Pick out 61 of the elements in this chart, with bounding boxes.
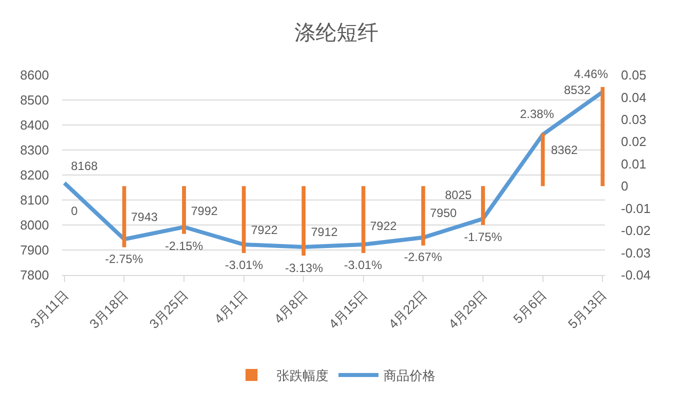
y-tick-label: 8600 <box>20 68 49 83</box>
y-tick-label: 7900 <box>20 242 49 258</box>
y2-tick-label: 0.03 <box>621 112 646 127</box>
x-tick-label: 4月8日 <box>271 287 310 326</box>
x-tick-label: 3月18日 <box>86 287 131 332</box>
bar <box>182 186 186 234</box>
x-tick-label: 3月25日 <box>146 287 191 332</box>
x-tick-label: 5月6日 <box>510 287 550 326</box>
y2-tick-label: -0.03 <box>621 245 651 260</box>
data-label: 8025 <box>445 188 472 202</box>
bar <box>540 133 545 186</box>
data-label: 0 <box>71 204 78 218</box>
bar <box>242 186 246 253</box>
data-label: 8532 <box>564 83 592 97</box>
y2-tick-label: -0.02 <box>621 223 651 238</box>
x-tick-label: 4月15日 <box>326 287 370 332</box>
chart-title: 涤纶短纤 <box>294 21 378 44</box>
data-label: -1.75% <box>464 230 502 244</box>
bar <box>481 186 485 225</box>
data-label: -2.15% <box>165 239 204 253</box>
bar <box>600 87 605 186</box>
data-label: -3.13% <box>285 261 324 275</box>
data-label: -3.01% <box>225 258 264 272</box>
y-tick-label: 7800 <box>20 268 49 283</box>
data-label: 7912 <box>311 225 338 239</box>
data-label: -3.01% <box>344 258 382 272</box>
data-label: 7943 <box>131 210 158 224</box>
y-tick-label: 8100 <box>20 192 49 208</box>
y2-tick-label: 0 <box>621 178 628 194</box>
y-tick-label: 8500 <box>20 92 49 108</box>
x-tick-label: 4月1日 <box>211 287 251 326</box>
y2-tick-label: 0.05 <box>621 68 646 83</box>
data-label: 8168 <box>71 159 98 173</box>
x-tick-label: 4月22日 <box>386 287 430 332</box>
data-label: 7922 <box>370 219 398 233</box>
y-tick-label: 8300 <box>20 142 49 158</box>
y-tick-label: 8200 <box>20 168 49 183</box>
y2-tick-label: 0.01 <box>621 156 646 172</box>
bar <box>421 186 426 246</box>
data-label: 4.46% <box>574 67 608 81</box>
x-tick-label: 3月11日 <box>27 287 72 331</box>
data-label: -2.67% <box>404 250 442 264</box>
y-tick-label: 8400 <box>20 118 49 133</box>
legend-label: 商品价格 <box>384 368 436 384</box>
data-label: -2.75% <box>105 252 144 266</box>
y2-tick-label: -0.01 <box>621 200 651 216</box>
data-label: 7950 <box>430 206 458 220</box>
bar <box>302 186 306 256</box>
data-label: 7922 <box>251 223 278 237</box>
bar <box>122 186 126 248</box>
data-label: 7992 <box>191 204 218 218</box>
y2-tick-label: 0.02 <box>621 134 646 150</box>
legend-label: 张跌幅度 <box>276 368 328 384</box>
data-label: 2.38% <box>520 107 554 121</box>
x-tick-label: 5月13日 <box>564 287 610 332</box>
y2-tick-label: -0.04 <box>621 268 651 283</box>
bar <box>361 186 366 253</box>
y2-tick-label: 0.04 <box>621 90 646 105</box>
x-tick-label: 4月29日 <box>445 287 490 332</box>
data-label: 8362 <box>551 143 578 157</box>
y-tick-label: 8000 <box>20 218 49 233</box>
